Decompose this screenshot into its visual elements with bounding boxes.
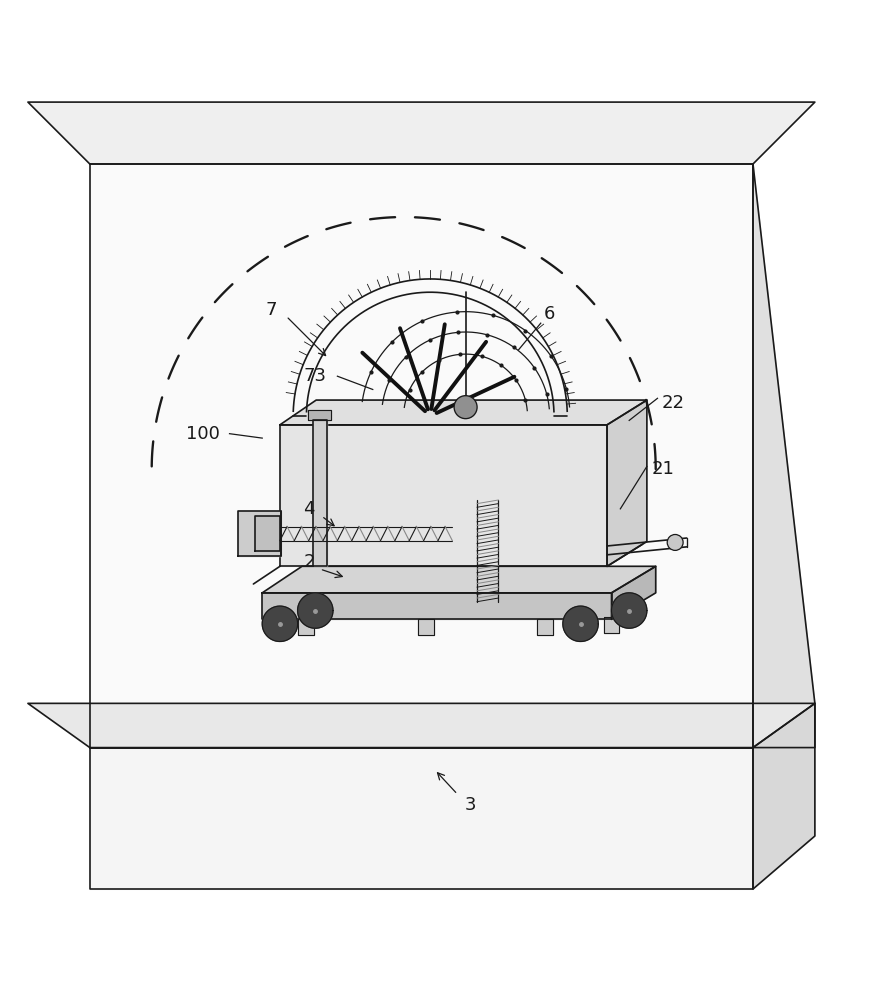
Polygon shape (537, 619, 553, 635)
Polygon shape (307, 410, 330, 420)
Text: 21: 21 (650, 460, 673, 478)
Polygon shape (280, 425, 606, 566)
Text: 3: 3 (463, 796, 475, 814)
Text: 6: 6 (543, 305, 555, 323)
Polygon shape (89, 164, 752, 748)
Polygon shape (752, 703, 814, 889)
Polygon shape (606, 400, 646, 566)
Polygon shape (563, 606, 597, 641)
Polygon shape (610, 593, 646, 628)
Text: 73: 73 (303, 367, 326, 385)
Polygon shape (312, 420, 326, 566)
Text: 22: 22 (661, 394, 684, 412)
Polygon shape (298, 593, 332, 628)
Circle shape (666, 534, 682, 550)
Polygon shape (280, 400, 646, 425)
Polygon shape (262, 606, 298, 641)
Polygon shape (27, 102, 814, 164)
Polygon shape (262, 593, 610, 619)
Polygon shape (27, 703, 814, 748)
Text: 7: 7 (265, 301, 276, 319)
Polygon shape (299, 619, 314, 635)
Polygon shape (238, 511, 281, 556)
Polygon shape (89, 748, 752, 889)
Polygon shape (752, 164, 814, 748)
Text: 2: 2 (303, 553, 315, 571)
Text: 100: 100 (186, 425, 220, 443)
Polygon shape (255, 516, 280, 551)
Polygon shape (262, 566, 655, 593)
Polygon shape (602, 617, 618, 633)
Text: 4: 4 (303, 500, 315, 518)
Circle shape (454, 396, 477, 419)
Polygon shape (417, 619, 433, 635)
Polygon shape (610, 566, 655, 619)
